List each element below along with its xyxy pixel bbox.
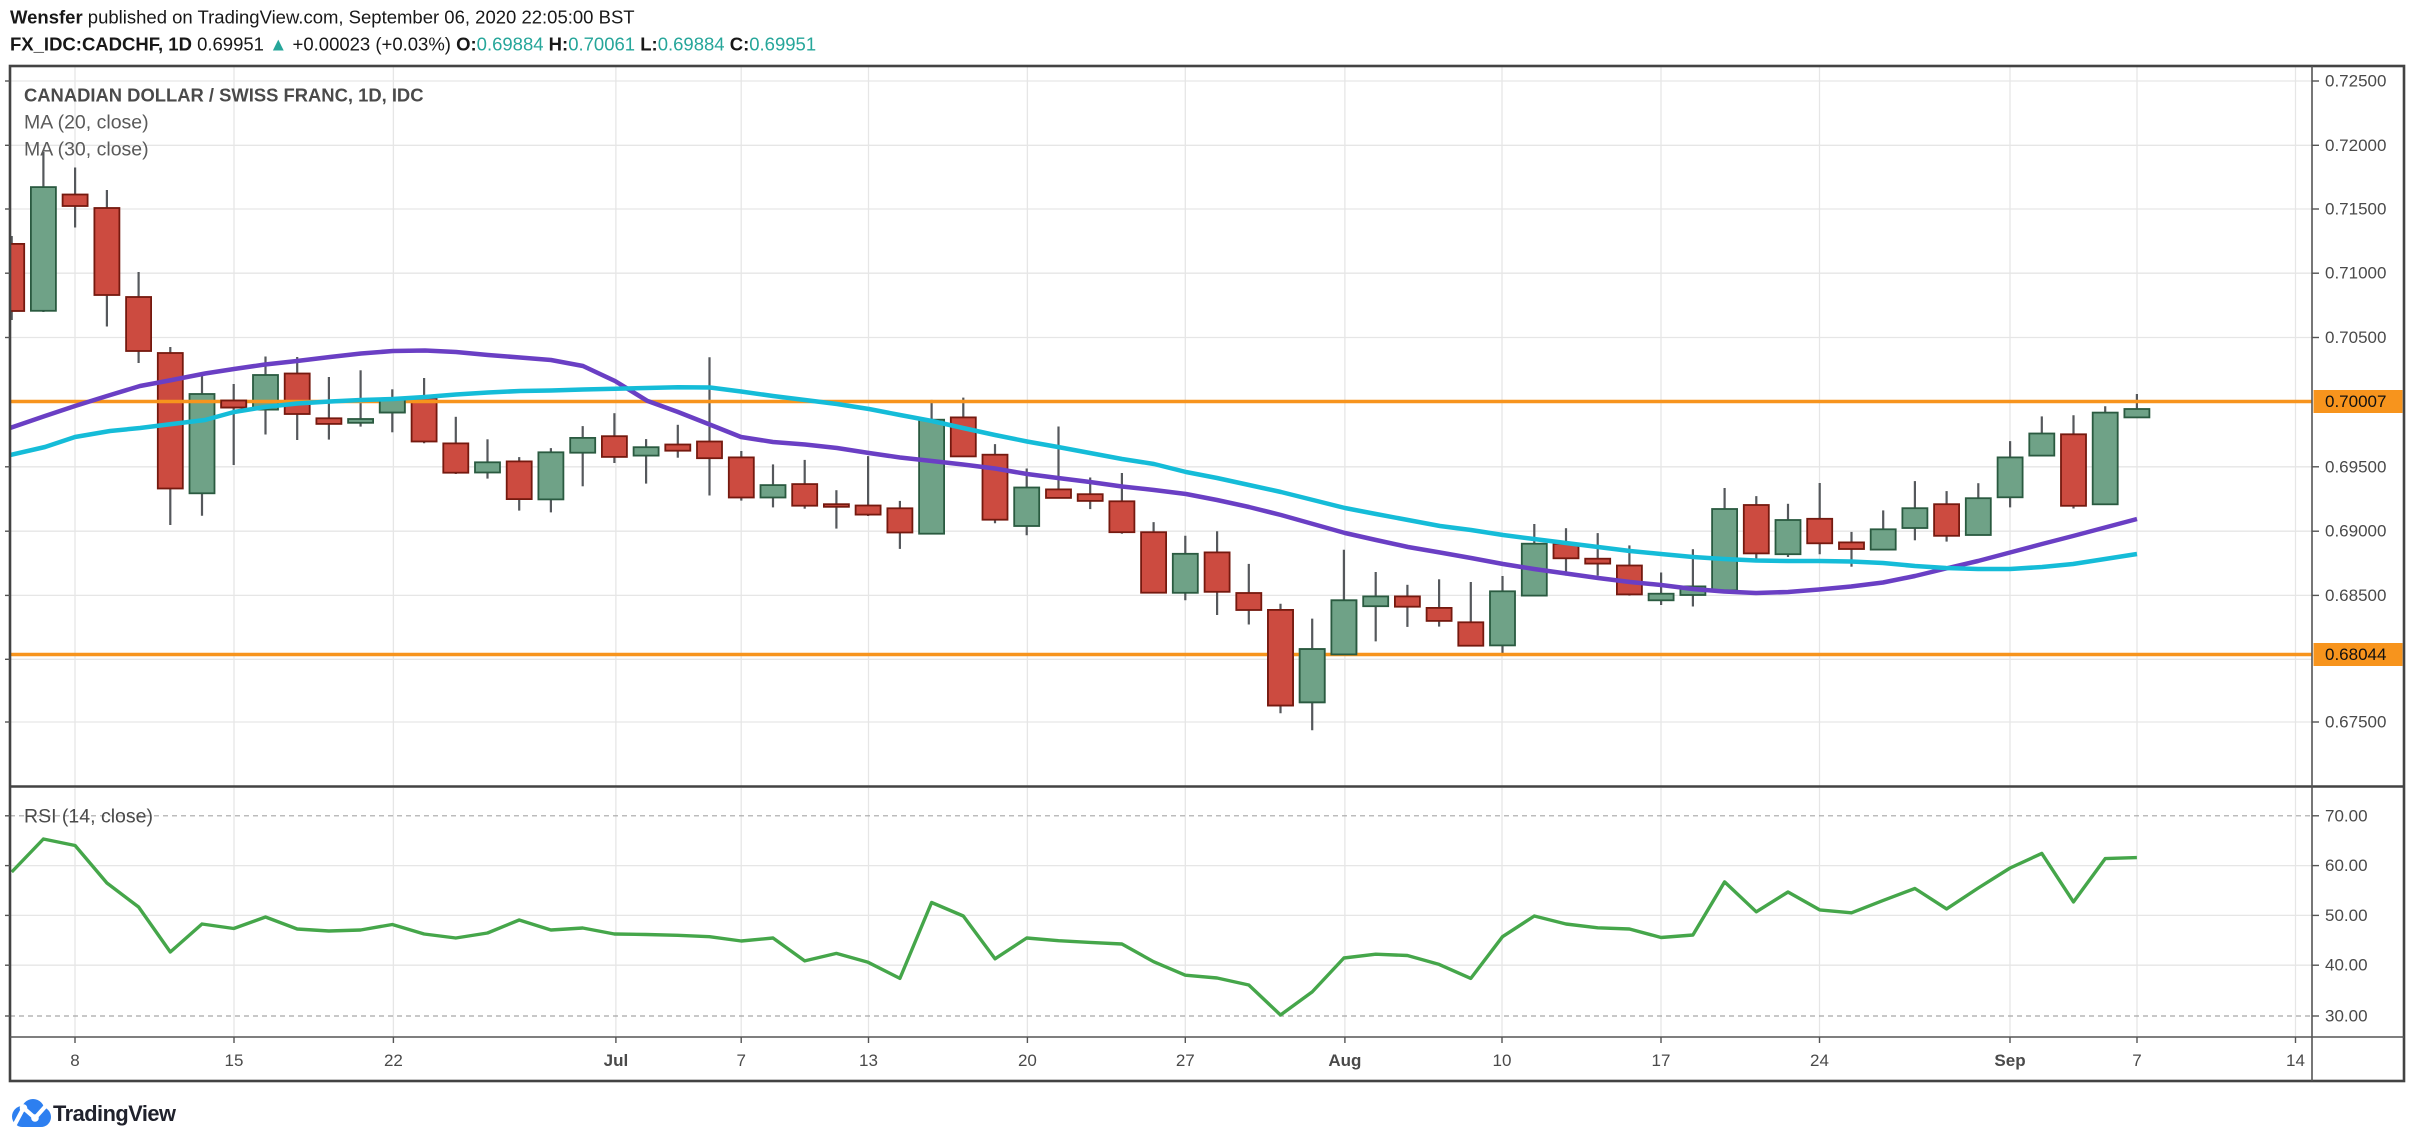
svg-text:27: 27 xyxy=(1176,1051,1195,1070)
svg-text:0.72000: 0.72000 xyxy=(2325,136,2386,155)
svg-text:14: 14 xyxy=(2286,1051,2305,1070)
svg-text:13: 13 xyxy=(859,1051,878,1070)
svg-text:7: 7 xyxy=(736,1051,745,1070)
svg-text:70.00: 70.00 xyxy=(2325,806,2368,825)
svg-text:0.72500: 0.72500 xyxy=(2325,72,2386,91)
svg-text:0.69000: 0.69000 xyxy=(2325,522,2386,541)
svg-text:0.71000: 0.71000 xyxy=(2325,264,2386,283)
svg-text:7: 7 xyxy=(2132,1051,2141,1070)
svg-text:24: 24 xyxy=(1810,1051,1829,1070)
svg-text:0.68044: 0.68044 xyxy=(2325,645,2386,664)
svg-text:22: 22 xyxy=(384,1051,403,1070)
svg-text:CANADIAN DOLLAR / SWISS FRANC,: CANADIAN DOLLAR / SWISS FRANC, 1D, IDC xyxy=(24,85,424,106)
svg-text:0.70007: 0.70007 xyxy=(2325,392,2386,411)
svg-text:50.00: 50.00 xyxy=(2325,906,2368,925)
svg-text:8: 8 xyxy=(70,1051,79,1070)
svg-text:10: 10 xyxy=(1493,1051,1512,1070)
svg-text:Wensfer published on TradingVi: Wensfer published on TradingView.com, Se… xyxy=(10,7,635,28)
svg-text:0.71500: 0.71500 xyxy=(2325,200,2386,219)
svg-text:40.00: 40.00 xyxy=(2325,956,2368,975)
svg-text:TradingView: TradingView xyxy=(53,1101,176,1126)
svg-text:0.69500: 0.69500 xyxy=(2325,457,2386,476)
svg-text:0.67500: 0.67500 xyxy=(2325,713,2386,732)
svg-text:MA (30, close): MA (30, close) xyxy=(24,139,149,161)
svg-text:15: 15 xyxy=(225,1051,244,1070)
svg-text:Jul: Jul xyxy=(604,1051,629,1070)
svg-text:0.68500: 0.68500 xyxy=(2325,586,2386,605)
svg-text:60.00: 60.00 xyxy=(2325,856,2368,875)
svg-text:RSI (14, close): RSI (14, close) xyxy=(24,806,153,828)
svg-text:20: 20 xyxy=(1018,1051,1037,1070)
svg-text:MA (20, close): MA (20, close) xyxy=(24,112,149,134)
svg-text:Aug: Aug xyxy=(1328,1051,1361,1070)
svg-text:FX_IDC:CADCHF, 1D 0.69951 ▲ +: FX_IDC:CADCHF, 1D 0.69951 ▲ +0.00023 (+0… xyxy=(10,34,816,55)
svg-text:Sep: Sep xyxy=(1994,1051,2025,1070)
svg-text:17: 17 xyxy=(1652,1051,1671,1070)
svg-text:30.00: 30.00 xyxy=(2325,1007,2368,1026)
svg-text:0.70500: 0.70500 xyxy=(2325,328,2386,347)
